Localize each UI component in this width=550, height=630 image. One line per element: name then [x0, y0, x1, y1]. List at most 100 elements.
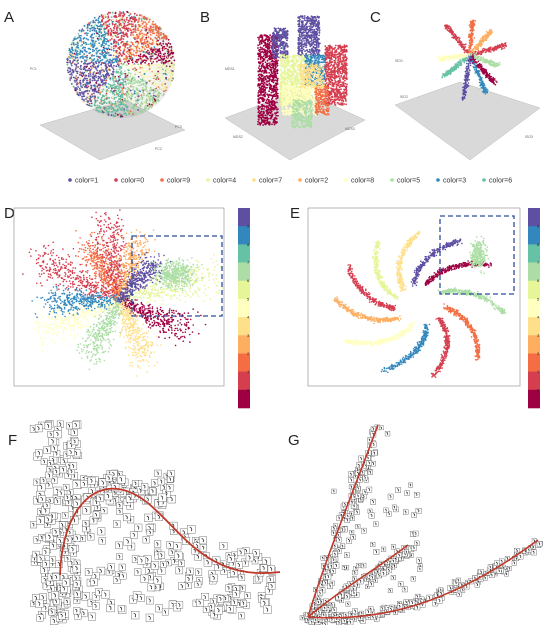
legend-marker-9	[482, 178, 486, 182]
colorbar-segment-3	[238, 262, 250, 281]
axis-label-c-2: ISO2	[400, 95, 408, 99]
colorbar-segment-9	[528, 371, 540, 391]
colorbar-segment-7	[528, 335, 540, 354]
axis-label-c-3: ISO3	[525, 135, 533, 139]
colorbar-tick-8: 8	[537, 242, 540, 247]
colorbar-tick-9: 9	[247, 224, 250, 229]
legend-label-9: color=6	[489, 178, 512, 185]
trajectory-branch-g-3	[307, 539, 539, 619]
panel-a: A PC1 PC2 PC3	[4, 9, 186, 161]
color-legend: color=1 color=0 color=9 color=4 color=7 color…	[68, 178, 512, 185]
legend-label-7: color=5	[397, 178, 420, 185]
colorbar-tick-5: 5	[537, 296, 540, 301]
panel-label-c: C	[370, 9, 381, 26]
trajectory-branch-g-2	[307, 544, 409, 618]
legend-label-3: color=4	[213, 178, 236, 185]
colorbar-tick-3: 3	[247, 333, 250, 338]
panel-d: D 0 1 2 3 4 5 6 7 8 9	[4, 205, 250, 409]
axis-label-a-3: PC3	[175, 125, 182, 129]
axis-label-a-1: PC1	[30, 67, 37, 71]
colorbar-tick-4: 4	[537, 315, 540, 320]
legend-marker-7	[390, 178, 394, 182]
panel-f: F	[8, 420, 281, 625]
legend-label-8: color=3	[443, 178, 466, 185]
colorbar-segment-0	[238, 208, 250, 227]
legend-marker-1	[114, 178, 118, 182]
highlight-box-d	[131, 235, 223, 317]
colorbar-segment-10	[238, 389, 250, 409]
colorbar-tick-2: 2	[247, 351, 250, 356]
scatter-cloud-b	[257, 15, 348, 129]
scatter-cloud-c	[436, 19, 507, 101]
axis-label-a-2: PC2	[155, 147, 162, 151]
colorbar-segment-2	[528, 244, 540, 263]
colorbar-segment-10	[528, 389, 540, 409]
colorbar-segment-1	[528, 226, 540, 245]
digit-thumbnail-cloud-f	[29, 420, 276, 625]
colorbar-tick-3: 3	[537, 333, 540, 338]
legend-marker-6	[344, 178, 348, 182]
colorbar-tick-6: 6	[537, 278, 540, 283]
panel-b: B MDS1 MDS2 MDS3	[200, 9, 366, 161]
trajectory-curve-f	[59, 487, 281, 576]
colorbar-tick-5: 5	[247, 296, 250, 301]
legend-marker-8	[436, 178, 440, 182]
colorbar-segment-0	[528, 208, 540, 227]
colorbar-segment-9	[238, 371, 250, 391]
panel-label-f: F	[8, 432, 17, 449]
colorbar-tick-0: 0	[247, 387, 250, 392]
colorbar-tick-0: 0	[537, 387, 540, 392]
axis-label-b-1: MDS1	[225, 67, 235, 71]
legend-label-2: color=9	[167, 178, 190, 185]
sphere-shade-a	[67, 10, 175, 118]
colorbar-segment-5	[238, 298, 250, 318]
legend-label-1: color=0	[121, 178, 144, 185]
panel-label-g: G	[288, 432, 300, 449]
colorbar-e: 0 1 2 3 4 5 6 7 8 9	[528, 208, 540, 409]
axis-label-c-1: ISO1	[395, 59, 403, 63]
legend-label-5: color=2	[305, 178, 328, 185]
legend-marker-2	[160, 178, 164, 182]
panel-label-e: E	[290, 205, 300, 222]
colorbar-tick-8: 8	[247, 242, 250, 247]
colorbar-segment-4	[238, 280, 250, 300]
panel-g: G	[288, 424, 543, 625]
colorbar-tick-7: 7	[247, 260, 250, 265]
colorbar-d: 0 1 2 3 4 5 6 7 8 9	[238, 208, 250, 409]
panel-label-d: D	[4, 205, 15, 222]
plot-frame-e	[307, 207, 521, 387]
legend-label-0: color=1	[75, 178, 98, 185]
colorbar-tick-1: 1	[247, 369, 250, 374]
trajectory-branch-g-1	[307, 424, 379, 618]
axis-label-b-3: MDS3	[345, 127, 355, 131]
axis-label-b-2: MDS2	[233, 135, 243, 139]
legend-marker-3	[206, 178, 210, 182]
panel-e: E 0 1 2 3 4 5 6 7 8 9	[290, 205, 540, 409]
legend-marker-5	[298, 178, 302, 182]
legend-label-4: color=7	[259, 178, 282, 185]
colorbar-segment-8	[238, 353, 250, 372]
panel-label-b: B	[200, 9, 210, 26]
colorbar-segment-2	[238, 244, 250, 263]
colorbar-tick-1: 1	[537, 369, 540, 374]
digit-thumbnail-cloud-g	[299, 424, 543, 625]
scatter-cloud-e	[333, 230, 507, 378]
colorbar-segment-1	[238, 226, 250, 245]
colorbar-tick-7: 7	[537, 260, 540, 265]
legend-label-6: color=8	[351, 178, 374, 185]
colorbar-segment-6	[238, 317, 250, 336]
panel-label-a: A	[4, 9, 14, 26]
panel-c: C ISO1 ISO2 ISO3	[370, 9, 541, 161]
legend-marker-0	[68, 178, 72, 182]
colorbar-segment-4	[528, 280, 540, 300]
colorbar-segment-5	[528, 298, 540, 318]
colorbar-segment-6	[528, 317, 540, 336]
scatter-cloud-d	[22, 209, 224, 377]
colorbar-segment-3	[528, 262, 540, 281]
colorbar-tick-6: 6	[247, 278, 250, 283]
colorbar-tick-2: 2	[537, 351, 540, 356]
legend-marker-4	[252, 178, 256, 182]
3d-floor-c	[394, 81, 541, 161]
colorbar-segment-8	[528, 353, 540, 372]
